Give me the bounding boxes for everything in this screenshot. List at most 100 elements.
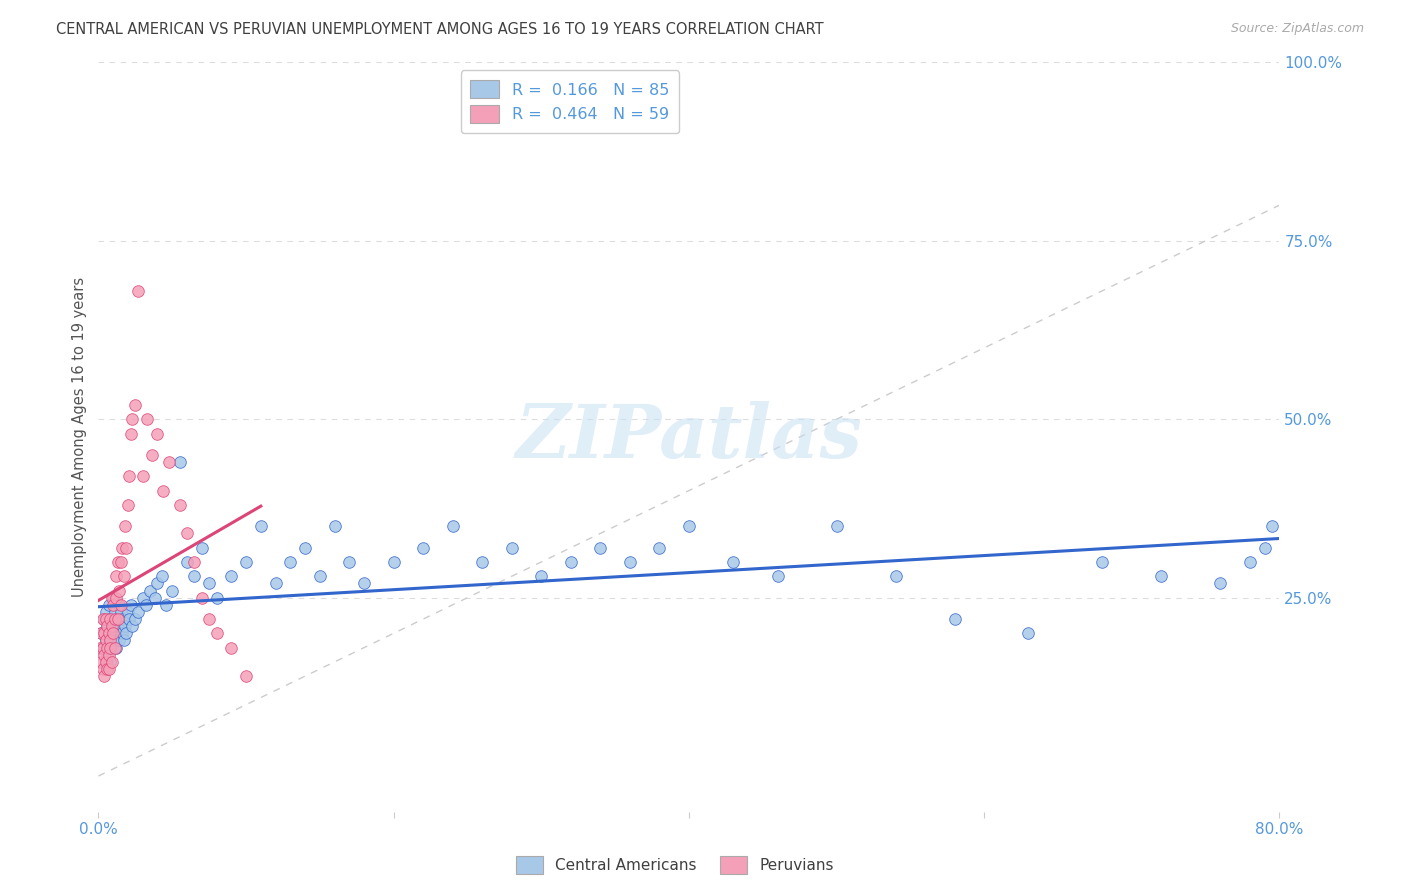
Legend: R =  0.166   N = 85, R =  0.464   N = 59: R = 0.166 N = 85, R = 0.464 N = 59 [461, 70, 679, 133]
Point [93, 612, 115, 626]
Point [219, 640, 242, 655]
Point [104, 612, 127, 626]
Point [183, 555, 205, 569]
Point [1091, 555, 1114, 569]
Point [93, 648, 115, 662]
Point [1254, 541, 1277, 555]
Point [103, 591, 125, 605]
Point [104, 633, 127, 648]
Point [155, 598, 177, 612]
Point [471, 555, 494, 569]
Point [97, 598, 120, 612]
Point [110, 619, 132, 633]
Point [100, 640, 122, 655]
Point [309, 569, 332, 583]
Point [118, 469, 141, 483]
Point [103, 598, 125, 612]
Point [91, 640, 114, 655]
Point [110, 605, 132, 619]
Point [121, 412, 143, 426]
Point [108, 633, 131, 648]
Point [103, 612, 125, 626]
Point [136, 412, 159, 426]
Point [619, 555, 641, 569]
Point [146, 576, 169, 591]
Point [111, 626, 134, 640]
Point [98, 633, 121, 648]
Point [105, 569, 128, 583]
Point [157, 455, 180, 469]
Point [98, 612, 121, 626]
Point [501, 541, 523, 555]
Point [89, 640, 111, 655]
Point [191, 541, 214, 555]
Point [294, 541, 316, 555]
Point [884, 569, 907, 583]
Point [152, 483, 174, 498]
Legend: Central Americans, Peruvians: Central Americans, Peruvians [509, 850, 841, 880]
Point [205, 626, 228, 640]
Point [108, 583, 131, 598]
Point [143, 591, 166, 605]
Point [943, 612, 966, 626]
Point [648, 541, 671, 555]
Point [530, 569, 553, 583]
Point [120, 598, 142, 612]
Point [96, 619, 118, 633]
Point [90, 626, 112, 640]
Point [97, 648, 120, 662]
Point [135, 598, 157, 612]
Point [96, 662, 118, 676]
Point [412, 541, 434, 555]
Point [678, 519, 700, 533]
Point [96, 640, 118, 655]
Point [278, 555, 302, 569]
Point [264, 576, 287, 591]
Point [139, 583, 162, 598]
Point [198, 612, 221, 626]
Point [124, 612, 146, 626]
Point [107, 555, 129, 569]
Point [121, 619, 143, 633]
Point [105, 591, 128, 605]
Point [323, 519, 346, 533]
Point [105, 626, 128, 640]
Point [111, 612, 134, 626]
Point [107, 612, 129, 626]
Point [98, 640, 121, 655]
Point [94, 655, 117, 669]
Point [96, 648, 118, 662]
Point [198, 576, 221, 591]
Point [112, 633, 135, 648]
Point [103, 626, 125, 640]
Point [117, 605, 139, 619]
Point [441, 519, 464, 533]
Point [150, 569, 173, 583]
Point [127, 284, 149, 298]
Point [98, 612, 121, 626]
Point [1017, 626, 1039, 640]
Point [169, 498, 191, 512]
Point [94, 633, 117, 648]
Point [91, 640, 114, 655]
Point [104, 605, 127, 619]
Point [94, 612, 117, 626]
Point [825, 519, 848, 533]
Point [219, 569, 242, 583]
Point [104, 640, 127, 655]
Point [589, 541, 612, 555]
Point [94, 605, 117, 619]
Point [97, 626, 120, 640]
Point [169, 455, 191, 469]
Point [115, 541, 138, 555]
Point [90, 626, 112, 640]
Point [100, 619, 122, 633]
Point [183, 569, 205, 583]
Point [766, 569, 789, 583]
Point [560, 555, 582, 569]
Point [100, 591, 122, 605]
Point [96, 619, 118, 633]
Text: CENTRAL AMERICAN VS PERUVIAN UNEMPLOYMENT AMONG AGES 16 TO 19 YEARS CORRELATION : CENTRAL AMERICAN VS PERUVIAN UNEMPLOYMEN… [56, 22, 824, 37]
Point [124, 398, 146, 412]
Point [118, 612, 141, 626]
